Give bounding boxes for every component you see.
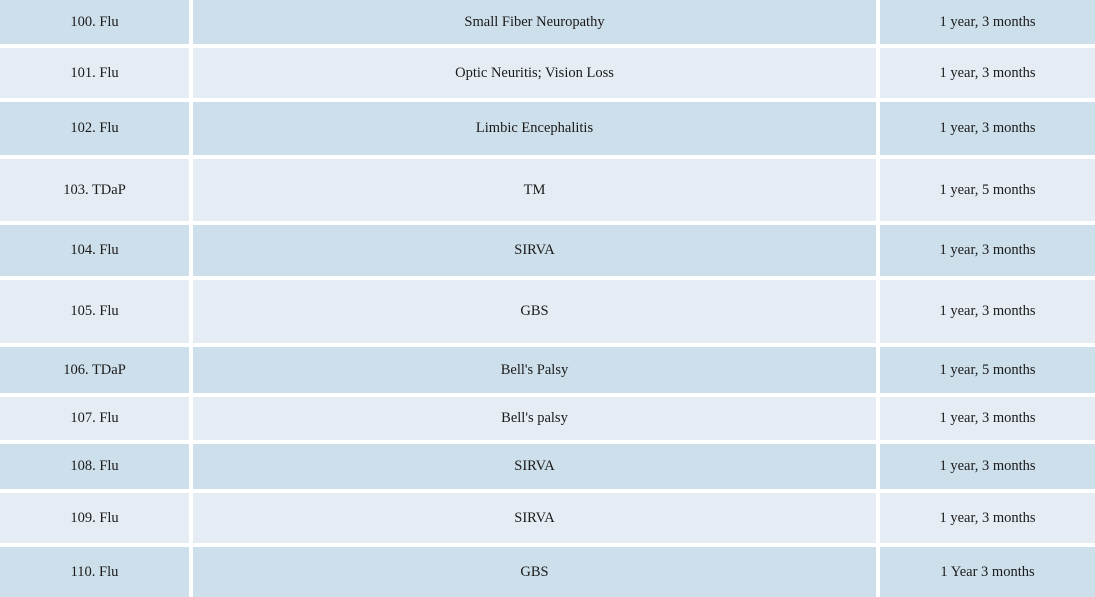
cell-claim-number: 101. Flu [0, 48, 189, 98]
cell-claim-number: 100. Flu [0, 0, 189, 44]
table-row[interactable]: 110. Flu GBS 1 Year 3 months [0, 547, 1095, 597]
cell-alleged-injury: SIRVA [193, 493, 876, 543]
cell-time-pending: 1 year, 5 months [880, 347, 1095, 393]
cell-time-pending: 1 year, 3 months [880, 102, 1095, 155]
cell-alleged-injury: Small Fiber Neuropathy [193, 0, 876, 44]
cell-alleged-injury: GBS [193, 280, 876, 343]
cell-claim-number: 109. Flu [0, 493, 189, 543]
cell-time-pending: 1 year, 3 months [880, 225, 1095, 276]
table-row[interactable]: 108. Flu SIRVA 1 year, 3 months [0, 444, 1095, 489]
cell-claim-number: 107. Flu [0, 397, 189, 440]
cell-claim-number: 103. TDaP [0, 159, 189, 221]
cell-time-pending: 1 year, 3 months [880, 444, 1095, 489]
cell-alleged-injury: Bell's palsy [193, 397, 876, 440]
table-row[interactable]: 104. Flu SIRVA 1 year, 3 months [0, 225, 1095, 276]
cell-time-pending: 1 year, 3 months [880, 493, 1095, 543]
table-row[interactable]: 101. Flu Optic Neuritis; Vision Loss 1 yea… [0, 48, 1095, 98]
cell-alleged-injury: Limbic Encephalitis [193, 102, 876, 155]
cell-time-pending: 1 Year 3 months [880, 547, 1095, 597]
cell-claim-number: 104. Flu [0, 225, 189, 276]
cell-alleged-injury: Optic Neuritis; Vision Loss [193, 48, 876, 98]
table-row[interactable]: 103. TDaP TM 1 year, 5 months [0, 159, 1095, 221]
cell-claim-number: 102. Flu [0, 102, 189, 155]
cell-time-pending: 1 year, 5 months [880, 159, 1095, 221]
cell-time-pending: 1 year, 3 months [880, 48, 1095, 98]
cell-time-pending: 1 year, 3 months [880, 280, 1095, 343]
cell-time-pending: 1 year, 3 months [880, 0, 1095, 44]
table-row[interactable]: 105. Flu GBS 1 year, 3 months [0, 280, 1095, 343]
cell-alleged-injury: SIRVA [193, 444, 876, 489]
cell-alleged-injury: TM [193, 159, 876, 221]
cell-alleged-injury: SIRVA [193, 225, 876, 276]
cell-alleged-injury: Bell's Palsy [193, 347, 876, 393]
cell-claim-number: 108. Flu [0, 444, 189, 489]
cell-claim-number: 106. TDaP [0, 347, 189, 393]
cell-claim-number: 105. Flu [0, 280, 189, 343]
table-row[interactable]: 102. Flu Limbic Encephalitis 1 year, 3 mon… [0, 102, 1095, 155]
table-row[interactable]: 106. TDaP Bell's Palsy 1 year, 5 months [0, 347, 1095, 393]
cell-claim-number: 110. Flu [0, 547, 189, 597]
table-row[interactable]: 107. Flu Bell's palsy 1 year, 3 months [0, 397, 1095, 440]
cell-alleged-injury: GBS [193, 547, 876, 597]
table-row[interactable]: 100. Flu Small Fiber Neuropathy 1 year, 3 … [0, 0, 1095, 44]
cell-time-pending: 1 year, 3 months [880, 397, 1095, 440]
table-row[interactable]: 109. Flu SIRVA 1 year, 3 months [0, 493, 1095, 543]
